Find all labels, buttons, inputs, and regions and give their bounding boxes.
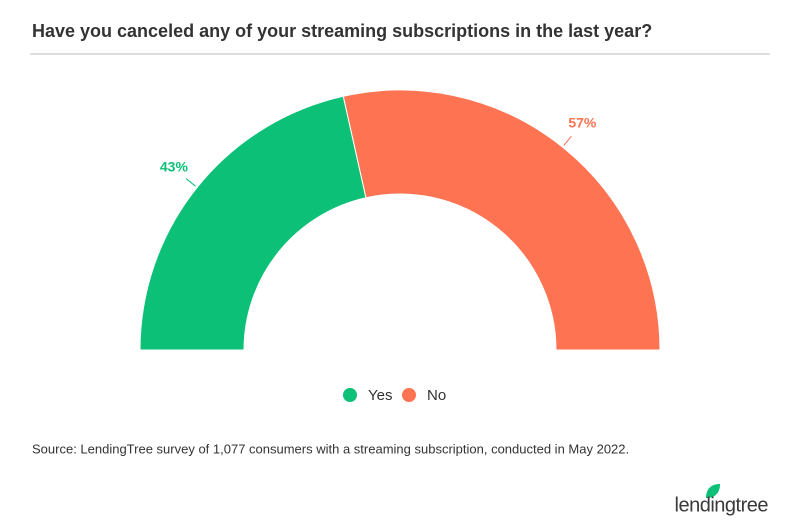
legend-marker	[402, 388, 416, 402]
data-label: 57%	[568, 115, 597, 131]
legend-label: No	[427, 387, 446, 404]
legend-label: Yes	[368, 387, 392, 404]
logo-icon	[706, 484, 720, 498]
leader-line	[185, 178, 196, 187]
legend-marker	[343, 388, 357, 402]
data-label: 43%	[160, 158, 189, 174]
chart-title: Have you canceled any of your streaming …	[32, 21, 652, 41]
logo: lendingtree	[675, 494, 769, 516]
leader-line	[563, 135, 572, 146]
slice	[342, 89, 661, 351]
slice	[139, 95, 367, 351]
source-note: Source: LendingTree survey of 1,077 cons…	[32, 441, 629, 456]
